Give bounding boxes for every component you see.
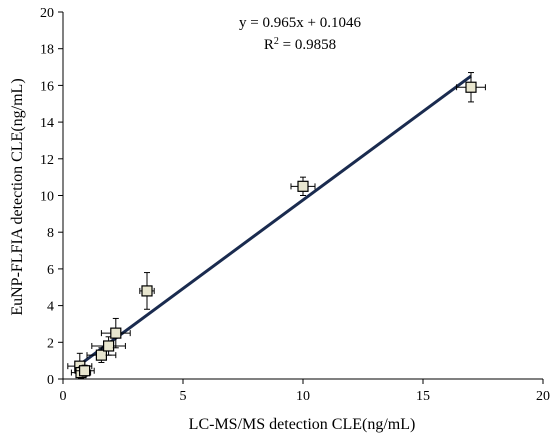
y-tick-label: 12 [40, 153, 54, 168]
data-points [67, 72, 486, 380]
y-tick-label: 10 [40, 190, 54, 205]
x-tick-label: 0 [60, 389, 67, 404]
x-tick-label: 15 [416, 389, 430, 404]
x-axis-label: LC-MS/MS detection CLE(ng/mL) [189, 416, 416, 433]
square-marker [102, 340, 115, 352]
data-point [456, 72, 486, 103]
data-point [139, 272, 155, 310]
y-tick-label: 18 [40, 43, 54, 58]
data-point [290, 176, 316, 196]
data-point [91, 336, 126, 356]
y-tick-label: 6 [47, 263, 54, 278]
y-tick-label: 16 [40, 79, 54, 94]
data-point [74, 364, 95, 377]
square-marker [141, 285, 153, 297]
axes: 0 5 10 15 20 0 2 4 6 8 10 12 14 16 18 20 [40, 6, 550, 404]
square-marker [297, 180, 309, 192]
square-marker [78, 365, 91, 377]
r-squared-symbol: R [264, 37, 274, 53]
y-axis-label: EuNP-FLFIA detection CLE(ng/mL) [9, 78, 26, 315]
y-tick-label: 4 [47, 300, 54, 315]
y-tick-label: 20 [40, 6, 54, 21]
square-marker [110, 327, 122, 339]
y-tick-label: 8 [47, 226, 54, 241]
r-squared-superscript: 2 [274, 36, 279, 47]
square-marker [95, 349, 108, 361]
regression-line [74, 74, 472, 370]
y-tick-label: 14 [40, 116, 54, 131]
r-squared-label: R2 = 0.9858 [264, 36, 336, 54]
y-tick-label: 2 [47, 336, 54, 351]
fit-line-group [74, 74, 472, 370]
r-squared-value: = 0.9858 [279, 37, 336, 53]
square-marker [465, 81, 477, 93]
x-tick-label: 20 [536, 389, 550, 404]
x-tick-label: 10 [296, 389, 310, 404]
equation-label: y = 0.965x + 0.1046 [239, 15, 361, 31]
x-tick-label: 5 [180, 389, 187, 404]
y-tick-label: 0 [47, 373, 54, 388]
data-point [100, 317, 131, 349]
